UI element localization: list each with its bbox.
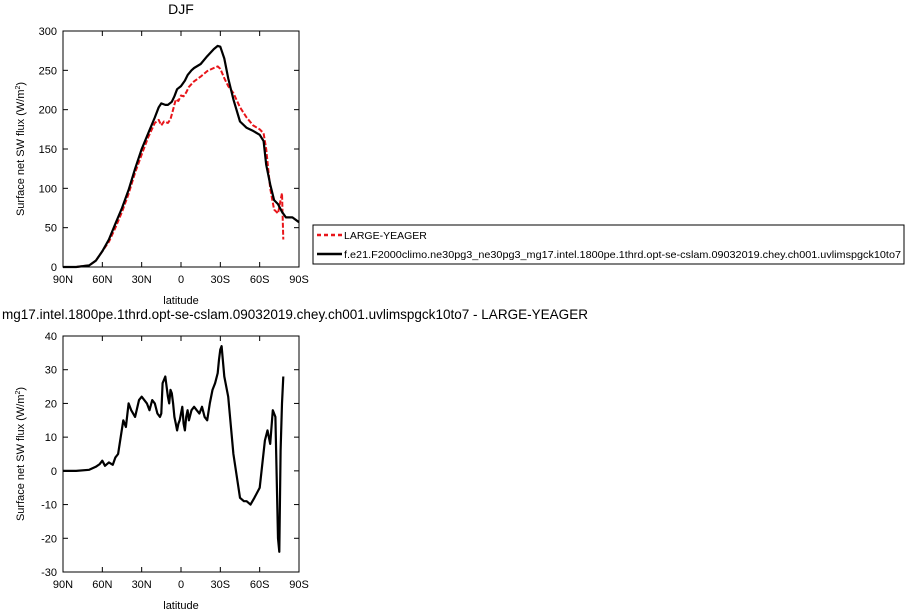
top-chart-y-tick-label: 0: [51, 262, 57, 274]
bottom-chart-x-tick-label: 60S: [250, 579, 270, 591]
bottom-chart-series-line-0: [63, 345, 285, 553]
bottom-chart-x-tick-label: 90S: [289, 579, 309, 591]
bottom-chart-y-tick-label: -10: [41, 500, 57, 512]
bottom-chart-title: mg17.intel.1800pe.1thrd.opt-se-cslam.090…: [2, 306, 588, 322]
top-chart-y-tick-label: 250: [39, 65, 57, 77]
bottom-chart-series: [63, 345, 285, 553]
bottom-chart-y-axis-label-sup: 2: [15, 391, 22, 395]
bottom-chart-x-tick-label: 90N: [53, 579, 73, 591]
top-chart-y-axis-label-main: Surface net SW flux (W/m: [15, 90, 27, 217]
top-chart-y-tick-label: 100: [39, 183, 57, 195]
top-chart-y-axis-label-sup: 2: [15, 86, 22, 90]
bottom-chart-x-tick-label: 30N: [132, 579, 152, 591]
bottom-chart-y-axis-label-close: ): [15, 387, 27, 391]
top-chart-x-axis-label: latitude: [163, 295, 198, 307]
top-chart-x-tick-label: 90S: [289, 274, 309, 286]
top-chart-y-tick-label: 200: [39, 105, 57, 117]
bottom-chart-x-tick-label: 30S: [211, 579, 231, 591]
bottom-chart-frame: [62, 335, 300, 573]
top-chart-x-tick-label: 30N: [132, 274, 152, 286]
top-chart-x-tick-label: 60S: [250, 274, 270, 286]
top-chart-title: DJF: [168, 1, 194, 17]
top-chart-axis-ticks: 90N 60N 30N 0 30S 60S 90S 0 50 100 150 200 250 300: [39, 26, 309, 286]
bottom-chart-x-tick-label: 0: [178, 579, 184, 591]
top-chart-x-tick-label: 0: [178, 274, 184, 286]
bottom-chart-y-tick-label: 40: [45, 331, 57, 343]
bottom-chart-y-tick-label: -30: [41, 567, 57, 579]
bottom-chart-y-tick-label: 10: [45, 432, 57, 444]
top-chart-frame: [62, 30, 300, 268]
top-chart-series: [63, 44, 300, 269]
top-chart-x-tick-label: 30S: [211, 274, 231, 286]
bottom-chart-y-axis-label: Surface net SW flux (W/m2): [15, 387, 27, 521]
bottom-chart-y-tick-label: -20: [41, 533, 57, 545]
bottom-chart-x-tick-label: 60N: [92, 579, 112, 591]
legend-label-large-yeager: LARGE-YEAGER: [344, 230, 427, 242]
top-chart-x-tick-label: 60N: [92, 274, 112, 286]
top-chart-y-axis-label-close: ): [15, 82, 27, 86]
bottom-chart-y-tick-label: 20: [45, 398, 57, 410]
legend-label-model: f.e21.F2000climo.ne30pg3_ne30pg3_mg17.in…: [344, 249, 901, 261]
bottom-chart-x-axis-label: latitude: [163, 600, 198, 612]
legend-box: [312, 224, 905, 265]
top-chart-y-tick-label: 50: [45, 223, 57, 235]
top-chart-y-tick-label: 150: [39, 144, 57, 156]
legend: LARGE-YEAGER f.e21.F2000climo.ne30pg3_ne…: [312, 224, 905, 265]
bottom-chart-y-tick-label: 0: [51, 466, 57, 478]
top-chart-y-tick-label: 300: [39, 26, 57, 38]
bottom-chart-y-axis-label-main: Surface net SW flux (W/m: [15, 395, 27, 522]
top-chart-series-line-0: [63, 65, 285, 268]
bottom-chart-axis-ticks: 90N 60N 30N 0 30S 60S 90S -30 -20 -10 0 10 20 30 40: [41, 331, 309, 591]
panel-top-chart: DJF 90N 60N 30N 0 30S 60S 90S 0 50 100 150 200 250 30…: [15, 1, 309, 307]
panel-bottom-chart: mg17.intel.1800pe.1thrd.opt-se-cslam.090…: [2, 306, 588, 612]
top-chart-x-tick-label: 90N: [53, 274, 73, 286]
bottom-chart-y-tick-label: 30: [45, 365, 57, 377]
top-chart-y-axis-label: Surface net SW flux (W/m2): [15, 82, 27, 216]
top-chart-series-line-1: [63, 44, 300, 269]
